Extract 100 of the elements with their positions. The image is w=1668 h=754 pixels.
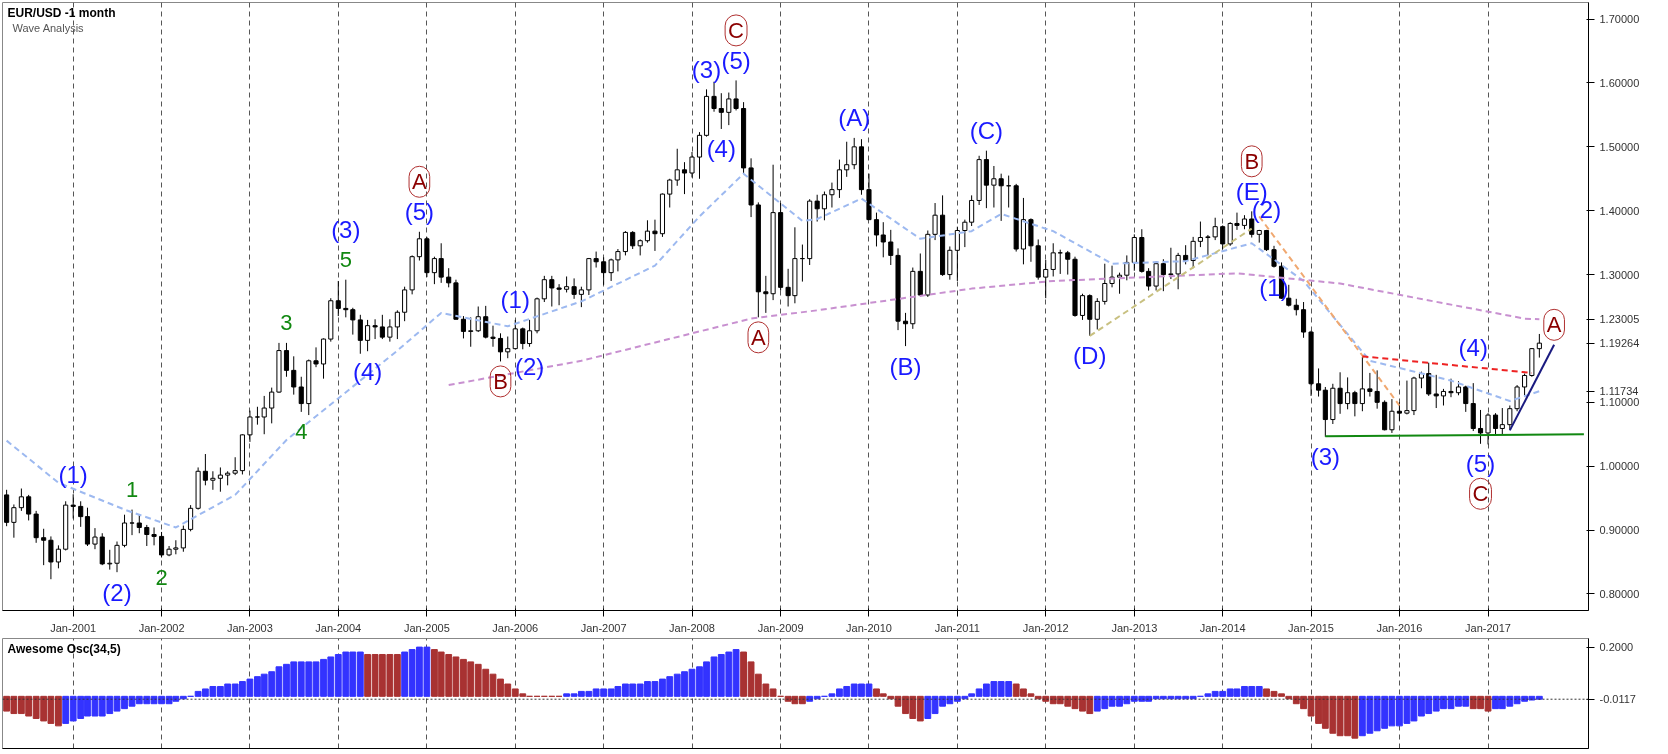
candlestick [1396, 401, 1402, 422]
candlestick [674, 148, 680, 187]
annotation: (D) [1073, 342, 1107, 370]
candlestick [490, 325, 496, 348]
candlestick [1205, 234, 1211, 256]
candlestick [681, 161, 688, 195]
candlestick [1522, 373, 1528, 396]
annotation: 5 [339, 247, 352, 273]
y-tick-label: 0.2000 [1599, 641, 1634, 654]
candlestick [1352, 390, 1358, 417]
candlestick [1345, 376, 1351, 410]
candlestick [1212, 217, 1218, 241]
candlestick [460, 315, 467, 339]
candlestick [932, 202, 938, 241]
y-tick-label: 1.10000 [1599, 396, 1640, 409]
candlestick [836, 159, 842, 199]
candlestick [151, 526, 157, 546]
candlestick [18, 488, 24, 512]
candlestick [129, 509, 135, 536]
candlestick [1197, 221, 1203, 248]
x-tick-label: Jan-2004 [315, 621, 362, 634]
candlestick [387, 318, 393, 343]
candlestick [446, 267, 452, 288]
y-tick-label: 1.23005 [1599, 313, 1640, 326]
candlestick [121, 514, 128, 548]
candlestick [92, 527, 98, 550]
candlestick [26, 494, 32, 521]
x-tick-label: Jan-2012 [1022, 621, 1069, 634]
chart-title: EUR/USD -1 month [7, 5, 116, 20]
candlestick [1300, 301, 1307, 339]
candlestick [365, 319, 371, 352]
candlestick [188, 504, 194, 532]
annotation: A [412, 169, 428, 195]
x-tick-label: Jan-2008 [669, 621, 715, 634]
candlestick [601, 256, 607, 286]
annotation: (1) [58, 460, 88, 488]
candlestick [829, 182, 835, 209]
candlestick [541, 275, 547, 303]
candlestick [571, 277, 577, 300]
x-tick-label: Jan-2003 [226, 621, 273, 634]
candlestick [1316, 367, 1322, 398]
candlestick [1094, 297, 1100, 330]
x-tick-label: Jan-2002 [138, 621, 185, 634]
candlestick [1190, 236, 1196, 269]
candlestick [1499, 407, 1505, 435]
y-tick-label: 1.19264 [1599, 337, 1640, 350]
x-tick-label: Jan-2016 [1376, 621, 1423, 634]
annotation: C [1472, 481, 1489, 507]
x-tick-label: Jan-2007 [580, 621, 627, 634]
candlestick [1507, 404, 1513, 431]
x-tick-label: Jan-2006 [492, 621, 539, 634]
candlestick [814, 194, 820, 223]
candlestick [283, 342, 290, 378]
x-tick-label: Jan-2014 [1199, 621, 1246, 634]
candlestick [917, 252, 923, 297]
candlestick [526, 319, 533, 348]
candlestick [1536, 333, 1542, 359]
annotation: (3) [1310, 443, 1341, 471]
text: Wave Analysis [12, 21, 85, 34]
candlestick [402, 286, 408, 322]
candlestick [1160, 258, 1166, 292]
candlestick [55, 544, 61, 569]
y-tick-label: 1.40000 [1599, 204, 1640, 217]
annotation: B [493, 368, 508, 394]
candlestick [1433, 374, 1439, 409]
candlestick [667, 178, 673, 209]
candlestick [379, 314, 385, 340]
candlestick [549, 275, 555, 307]
candlestick [33, 510, 39, 544]
annotation: (5) [1465, 450, 1496, 478]
candlestick [1102, 263, 1108, 306]
candlestick [107, 549, 113, 571]
y-tick-label: 1.50000 [1599, 140, 1640, 153]
candlestick [291, 355, 297, 396]
candlestick [372, 318, 378, 340]
y-tick-label: -0.0117 [1599, 693, 1636, 706]
annotation: C [728, 17, 745, 43]
candlestick [78, 500, 84, 528]
candlestick [468, 316, 474, 348]
candlestick [512, 319, 518, 350]
candlestick [578, 286, 584, 308]
candlestick [821, 191, 827, 221]
y-tick-label: 0.80000 [1599, 587, 1640, 600]
candlestick [313, 346, 319, 368]
candlestick [298, 376, 304, 413]
annotation: B [1244, 148, 1260, 174]
candlestick [1146, 267, 1152, 292]
y-tick-label: 1.11734 [1599, 385, 1639, 398]
x-tick-label: Jan-2015 [1288, 621, 1334, 634]
annotation: (C) [969, 117, 1004, 145]
annotation: A [751, 324, 766, 350]
candlestick [144, 524, 150, 547]
candlestick [954, 226, 960, 282]
candlestick [1065, 250, 1071, 276]
y-tick-label: 0.90000 [1599, 524, 1640, 537]
candlestick [114, 541, 120, 573]
candlestick [202, 453, 208, 486]
candlestick [261, 395, 267, 435]
candlestick [644, 219, 651, 244]
annotation: (3) [331, 216, 361, 244]
